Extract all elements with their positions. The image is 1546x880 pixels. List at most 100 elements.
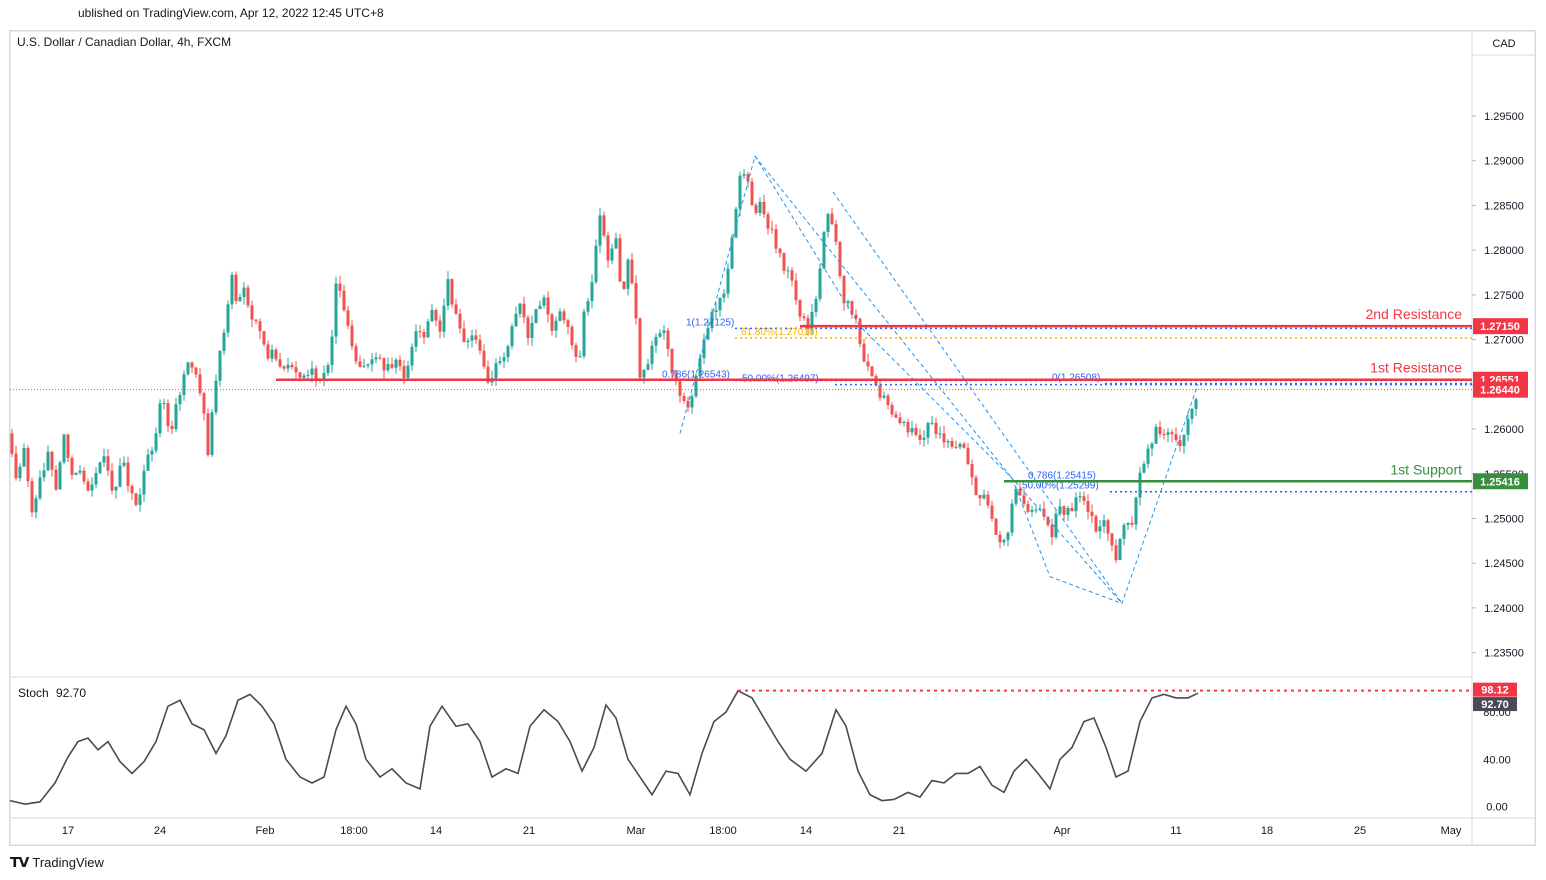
candle-body xyxy=(598,215,602,246)
candle-body xyxy=(1034,509,1038,511)
candle-body xyxy=(450,279,454,305)
candle-body xyxy=(130,485,134,494)
candle-body xyxy=(494,363,498,379)
candle-body xyxy=(590,282,594,302)
candle-body xyxy=(762,201,766,215)
candle-body xyxy=(126,462,130,486)
candle-body xyxy=(786,270,790,272)
fib-level-label: 61.80%(1.27018) xyxy=(741,327,818,338)
candle-body xyxy=(146,454,150,471)
time-tick-label: 14 xyxy=(800,825,812,837)
candle-body xyxy=(838,241,842,277)
candle-body xyxy=(594,245,598,283)
candle-body xyxy=(1166,432,1170,435)
candle-body xyxy=(1182,434,1186,447)
candle-body xyxy=(326,365,330,374)
candle-body xyxy=(278,359,282,367)
candle-body xyxy=(438,320,442,332)
candle-body xyxy=(250,305,254,320)
candle-body xyxy=(726,268,730,294)
candle-body xyxy=(770,228,774,230)
candle-body xyxy=(710,311,714,329)
time-tick-label: 24 xyxy=(154,825,166,837)
candle-body xyxy=(414,331,418,347)
candle-body xyxy=(214,380,218,413)
candle-body xyxy=(230,274,234,305)
candle-body xyxy=(898,417,902,424)
level-price-label: 1.25416 xyxy=(1480,476,1520,488)
candle-body xyxy=(826,213,830,233)
candle-body xyxy=(610,248,614,261)
candle-body xyxy=(310,368,314,375)
candle-body xyxy=(74,472,78,475)
candle-body xyxy=(758,201,762,213)
candle-body xyxy=(470,335,474,341)
candle-body xyxy=(342,290,346,311)
candle-body xyxy=(1162,434,1166,436)
candle-body xyxy=(650,345,654,365)
candle-body xyxy=(614,238,618,249)
candle-body xyxy=(458,313,462,329)
level-label: 1st Resistance xyxy=(1370,360,1462,376)
candle-body xyxy=(226,304,230,333)
candle-body xyxy=(106,456,110,471)
candle-body xyxy=(846,301,850,304)
time-tick-label: 17 xyxy=(62,825,74,837)
candle-body xyxy=(1018,488,1022,496)
candle-body xyxy=(334,283,338,337)
price-tick-label: 1.29500 xyxy=(1484,111,1524,123)
candle-body xyxy=(346,310,350,326)
candle-body xyxy=(966,447,970,464)
candle-body xyxy=(938,433,942,435)
candle-body xyxy=(198,374,202,394)
candle-body xyxy=(1118,538,1122,561)
time-tick-label: 18:00 xyxy=(340,825,368,837)
stoch-level-badge xyxy=(1473,682,1517,697)
candle-body xyxy=(918,434,922,440)
candle-body xyxy=(354,346,358,362)
candle-body xyxy=(382,358,386,371)
candle-body xyxy=(698,358,702,377)
candle-body xyxy=(718,297,722,311)
candle-body xyxy=(162,403,166,405)
candle-body xyxy=(1170,432,1174,435)
candle-body xyxy=(238,297,242,301)
candle-body xyxy=(166,403,170,427)
candle-body xyxy=(182,374,186,396)
pattern-leg xyxy=(754,155,1013,479)
candle-body xyxy=(682,395,686,401)
candle-body xyxy=(18,466,22,479)
candle-body xyxy=(102,456,106,463)
candle-body xyxy=(122,462,126,466)
price-tick-label: 1.25000 xyxy=(1484,513,1524,525)
tradingview-brand[interactable]: 𝗧𝗩 TradingView xyxy=(10,854,104,871)
candle-body xyxy=(30,481,34,513)
candle-body xyxy=(454,304,458,314)
candle-body xyxy=(294,367,298,373)
fib-level-label: 0.786(1.26543) xyxy=(662,369,730,380)
candle-body xyxy=(90,484,94,491)
candle-body xyxy=(558,311,562,321)
candle-body xyxy=(98,462,102,474)
level-price-badge xyxy=(1473,318,1528,335)
candle-body xyxy=(242,287,246,298)
candle-body xyxy=(1194,399,1198,409)
candle-body xyxy=(1154,426,1158,444)
candle-body xyxy=(142,470,146,495)
candle-body xyxy=(858,318,862,344)
candle-body xyxy=(958,443,962,448)
fib-level-label: 1(1.27125) xyxy=(686,317,734,328)
candle-body xyxy=(514,313,518,327)
candle-body xyxy=(362,365,366,367)
candle-body xyxy=(986,494,990,506)
level-price-badge xyxy=(1473,473,1528,490)
stoch-tick-label: 40.00 xyxy=(1483,754,1511,766)
time-tick-label: Feb xyxy=(256,825,275,837)
candle-body xyxy=(542,297,546,306)
candle-body xyxy=(926,422,930,438)
candle-body xyxy=(1022,495,1026,504)
time-tick-label: 14 xyxy=(430,825,442,837)
candle-body xyxy=(246,287,250,306)
candle-body xyxy=(806,318,810,329)
